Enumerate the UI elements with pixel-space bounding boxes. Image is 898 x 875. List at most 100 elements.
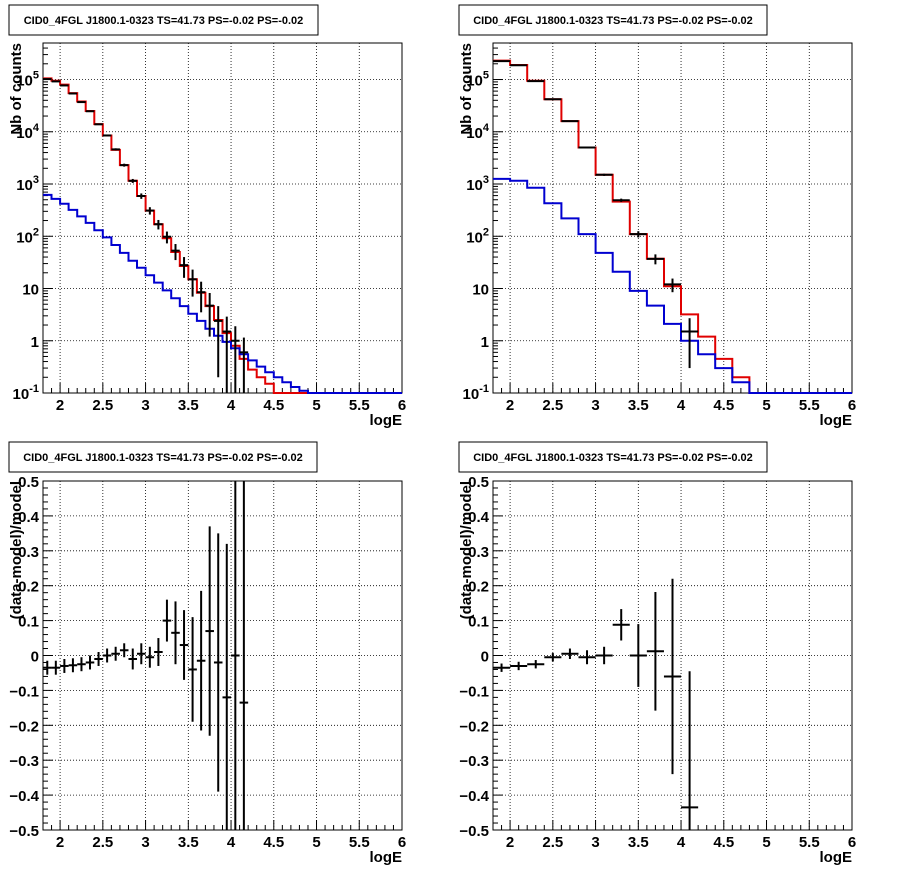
y-tick-label: 104 xyxy=(16,122,40,142)
y-tick-label: 0.2 xyxy=(468,579,489,596)
y-tick-label: 103 xyxy=(16,174,39,194)
y-tick-label: 105 xyxy=(16,70,39,90)
data-points xyxy=(43,78,249,393)
series-line-1 xyxy=(493,59,852,394)
y-tick-label: 0 xyxy=(481,649,489,666)
y-tick-label: 0.1 xyxy=(18,614,39,631)
grid xyxy=(493,43,852,393)
x-tick-label: 3.5 xyxy=(178,834,199,851)
series-line-2 xyxy=(43,193,402,394)
y-tick-label: −0.2 xyxy=(9,718,39,735)
y-tick-label: 10 xyxy=(22,282,39,299)
y-tick-label: −0.4 xyxy=(459,788,489,805)
x-axis-label: logE xyxy=(820,412,853,429)
axis-ticks xyxy=(492,42,853,394)
y-tick-label: −0.5 xyxy=(459,823,489,840)
x-tick-label: 6 xyxy=(398,834,406,851)
x-tick-label: 3 xyxy=(141,397,149,414)
y-tick-label: 102 xyxy=(466,226,489,246)
chart-title: CID0_4FGL J1800.1-0323 TS=41.73 PS=-0.02… xyxy=(473,452,753,464)
x-tick-label: 4.5 xyxy=(713,397,734,414)
y-tick-label: −0.1 xyxy=(9,683,39,700)
x-tick-label: 2 xyxy=(56,834,64,851)
y-tick-label: 0.5 xyxy=(468,474,489,491)
x-tick-label: 6 xyxy=(398,397,406,414)
x-tick-label: 5.5 xyxy=(799,397,820,414)
x-tick-label: 3.5 xyxy=(178,397,199,414)
y-tick-label: −0.5 xyxy=(9,823,39,840)
x-tick-label: 5 xyxy=(762,834,770,851)
y-tick-label: 0.3 xyxy=(18,544,39,561)
series-line-1 xyxy=(43,77,402,394)
y-tick-label: 0.3 xyxy=(468,544,489,561)
x-tick-label: 4.5 xyxy=(263,834,284,851)
y-tick-label: 0.4 xyxy=(468,509,490,526)
residual-points xyxy=(493,578,699,830)
y-tick-label: −0.1 xyxy=(459,683,489,700)
plot-frame xyxy=(42,480,403,831)
x-tick-label: 2.5 xyxy=(542,397,563,414)
x-axis-label: logE xyxy=(820,849,853,866)
grid xyxy=(43,43,402,393)
y-tick-label: 102 xyxy=(16,226,39,246)
x-tick-label: 4 xyxy=(227,834,236,851)
y-tick-label: 1 xyxy=(31,334,39,351)
x-tick-label: 2.5 xyxy=(92,834,113,851)
x-tick-label: 2 xyxy=(506,834,514,851)
x-tick-label: 3 xyxy=(141,834,149,851)
y-tick-label: −0.2 xyxy=(459,718,489,735)
x-tick-label: 5 xyxy=(312,397,320,414)
y-axis-label: Nb of counts xyxy=(458,43,475,135)
x-tick-label: 3 xyxy=(591,397,599,414)
y-tick-label: 10-1 xyxy=(463,383,489,403)
y-tick-label: 10-1 xyxy=(13,383,39,403)
x-axis-label: logE xyxy=(370,412,403,429)
x-tick-label: 3.5 xyxy=(628,397,649,414)
x-tick-label: 6 xyxy=(848,834,856,851)
y-tick-label: 0.5 xyxy=(18,474,39,491)
data-points xyxy=(493,60,699,369)
chart-title: CID0_4FGL J1800.1-0323 TS=41.73 PS=-0.02… xyxy=(473,15,753,27)
x-tick-label: 4.5 xyxy=(263,397,284,414)
x-tick-label: 4 xyxy=(677,397,686,414)
y-tick-label: 0.2 xyxy=(18,579,39,596)
x-tick-label: 2.5 xyxy=(542,834,563,851)
x-tick-label: 3 xyxy=(591,834,599,851)
y-tick-label: 105 xyxy=(466,70,489,90)
y-tick-label: 0.4 xyxy=(18,509,40,526)
chart-title: CID0_4FGL J1800.1-0323 TS=41.73 PS=-0.02… xyxy=(24,15,304,27)
x-tick-label: 5.5 xyxy=(349,834,370,851)
y-tick-label: 1 xyxy=(481,334,489,351)
axis-ticks xyxy=(42,480,403,831)
y-tick-label: 103 xyxy=(466,174,489,194)
y-axis-label: (data-model)/model xyxy=(8,481,25,619)
title-box xyxy=(458,4,768,36)
y-tick-label: 104 xyxy=(466,122,490,142)
chart-panel-3: CID0_4FGL J1800.1-0323 TS=41.73 PS=-0.02… xyxy=(8,441,406,866)
y-axis-label: (data-model)/model xyxy=(458,481,475,619)
chart-title: CID0_4FGL J1800.1-0323 TS=41.73 PS=-0.02… xyxy=(23,452,303,464)
y-tick-label: 10 xyxy=(472,282,489,299)
x-tick-label: 6 xyxy=(848,397,856,414)
title-box xyxy=(458,441,768,473)
chart-panel-2: CID0_4FGL J1800.1-0323 TS=41.73 PS=-0.02… xyxy=(458,4,856,429)
x-tick-label: 4.5 xyxy=(713,834,734,851)
x-axis-label: logE xyxy=(370,849,403,866)
x-tick-label: 5 xyxy=(762,397,770,414)
y-tick-label: −0.4 xyxy=(9,788,39,805)
plot-frame xyxy=(492,42,853,394)
x-tick-label: 5 xyxy=(312,834,320,851)
title-box xyxy=(8,441,318,473)
grid xyxy=(43,481,402,830)
x-tick-label: 2 xyxy=(506,397,514,414)
chart-panel-1: CID0_4FGL J1800.1-0323 TS=41.73 PS=-0.02… xyxy=(8,4,406,429)
x-tick-label: 5.5 xyxy=(799,834,820,851)
y-axis-label: Nb of counts xyxy=(8,43,25,135)
x-tick-label: 5.5 xyxy=(349,397,370,414)
y-tick-label: −0.3 xyxy=(459,753,489,770)
x-tick-label: 4 xyxy=(677,834,686,851)
y-tick-label: −0.3 xyxy=(9,753,39,770)
series-line-2 xyxy=(493,177,852,394)
residual-points xyxy=(43,481,249,830)
